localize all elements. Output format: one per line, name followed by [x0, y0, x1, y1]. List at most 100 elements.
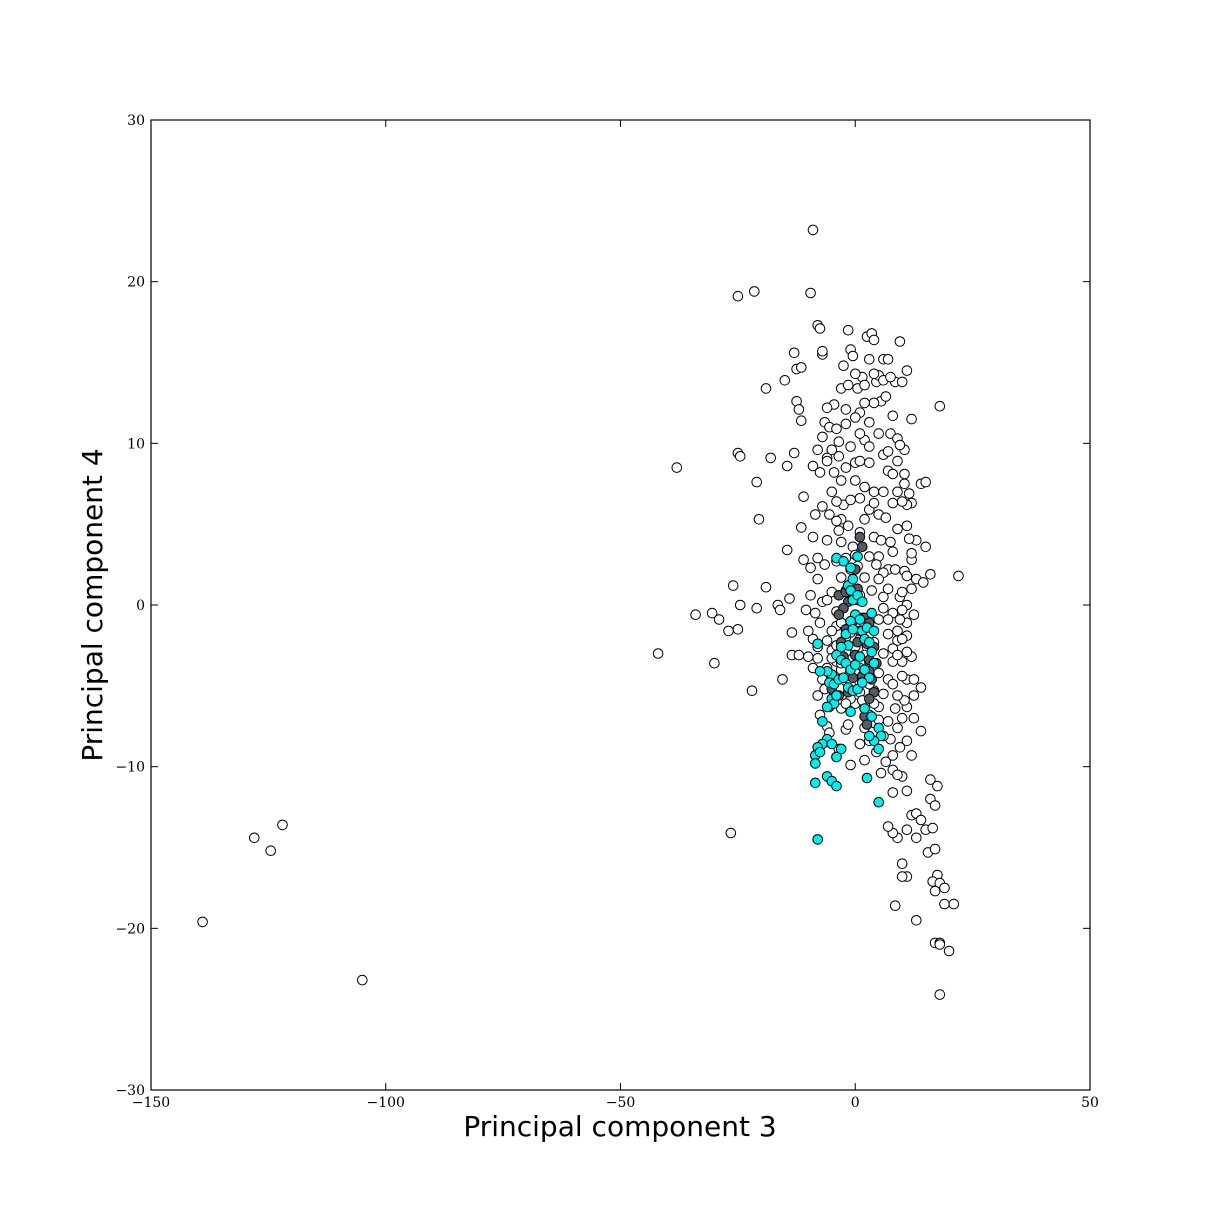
data-point — [864, 551, 875, 562]
data-point — [793, 404, 805, 415]
data-point — [781, 544, 793, 556]
data-point — [896, 670, 908, 682]
data-point — [814, 746, 826, 758]
data-point — [746, 685, 758, 697]
data-point — [901, 520, 913, 532]
data-point — [896, 712, 908, 724]
data-point — [807, 460, 819, 472]
data-point — [786, 627, 798, 638]
data-point — [918, 577, 929, 588]
data-point — [920, 476, 932, 488]
series-2 — [810, 551, 887, 845]
data-point — [882, 446, 894, 457]
data-point — [854, 531, 866, 543]
data-point — [652, 648, 664, 659]
data-point — [821, 455, 833, 467]
series-0 — [197, 224, 964, 1000]
data-point — [887, 410, 899, 422]
x-tick-label: 50 — [1081, 1095, 1099, 1111]
data-point — [873, 428, 885, 439]
data-point — [845, 494, 856, 506]
data-point — [831, 496, 842, 507]
data-point — [838, 360, 849, 372]
data-point — [887, 497, 899, 509]
data-point — [866, 646, 878, 658]
data-point — [833, 451, 845, 462]
data-point — [753, 514, 765, 525]
data-point — [357, 974, 368, 986]
data-point — [866, 607, 878, 619]
data-point — [706, 607, 718, 619]
data-point — [920, 541, 932, 553]
data-point — [861, 719, 873, 730]
data-point — [868, 397, 880, 409]
data-point — [868, 334, 880, 346]
data-point — [671, 462, 683, 473]
x-axis-title: Principal component 3 — [463, 1110, 776, 1143]
data-point — [821, 594, 833, 606]
data-point — [901, 735, 913, 747]
data-point — [915, 682, 927, 693]
data-point — [725, 827, 737, 839]
x-tick-label: −150 — [132, 1095, 170, 1111]
data-point — [875, 767, 887, 779]
data-point — [197, 916, 208, 928]
data-point — [864, 441, 875, 452]
data-point — [850, 412, 861, 423]
data-point — [896, 376, 908, 388]
data-point — [859, 481, 870, 493]
data-point — [723, 625, 734, 637]
data-point — [873, 796, 885, 808]
data-point — [840, 462, 852, 473]
data-point — [878, 688, 889, 700]
data-point — [885, 371, 896, 383]
data-point — [899, 468, 910, 480]
data-point — [887, 787, 899, 798]
data-point — [925, 569, 936, 580]
data-point — [807, 531, 819, 543]
data-point — [859, 514, 870, 525]
data-point — [854, 428, 866, 439]
data-point — [859, 379, 870, 391]
data-point — [800, 604, 812, 616]
data-point — [927, 822, 939, 834]
data-point — [796, 522, 807, 533]
data-point — [828, 467, 840, 478]
x-tick-label: 0 — [851, 1095, 860, 1111]
data-point — [805, 562, 816, 574]
data-point — [896, 496, 908, 507]
data-point — [835, 536, 847, 548]
data-point — [885, 536, 896, 548]
data-point — [749, 286, 760, 297]
data-point — [864, 693, 875, 705]
y-tick-label: 10 — [127, 436, 145, 452]
data-point — [892, 722, 903, 734]
data-point — [906, 548, 917, 559]
data-point — [826, 486, 838, 498]
data-point — [889, 703, 901, 714]
data-point — [894, 336, 906, 347]
data-point — [812, 552, 824, 564]
data-point — [821, 402, 833, 414]
data-point — [901, 824, 913, 836]
data-point — [889, 564, 901, 575]
data-point — [868, 625, 880, 637]
data-point — [850, 368, 861, 380]
data-point — [812, 638, 824, 650]
data-point — [859, 703, 870, 714]
data-point — [751, 476, 763, 488]
data-point — [859, 397, 870, 409]
data-point — [845, 706, 856, 718]
data-point — [805, 590, 816, 601]
data-point — [803, 651, 814, 663]
data-point — [901, 570, 913, 582]
data-point — [892, 455, 903, 467]
data-point — [807, 224, 819, 236]
data-point — [934, 939, 946, 950]
data-point — [882, 821, 894, 832]
data-point — [901, 646, 913, 658]
data-point — [943, 945, 955, 957]
data-point — [925, 774, 936, 785]
data-point — [814, 666, 826, 677]
data-point — [277, 819, 288, 831]
